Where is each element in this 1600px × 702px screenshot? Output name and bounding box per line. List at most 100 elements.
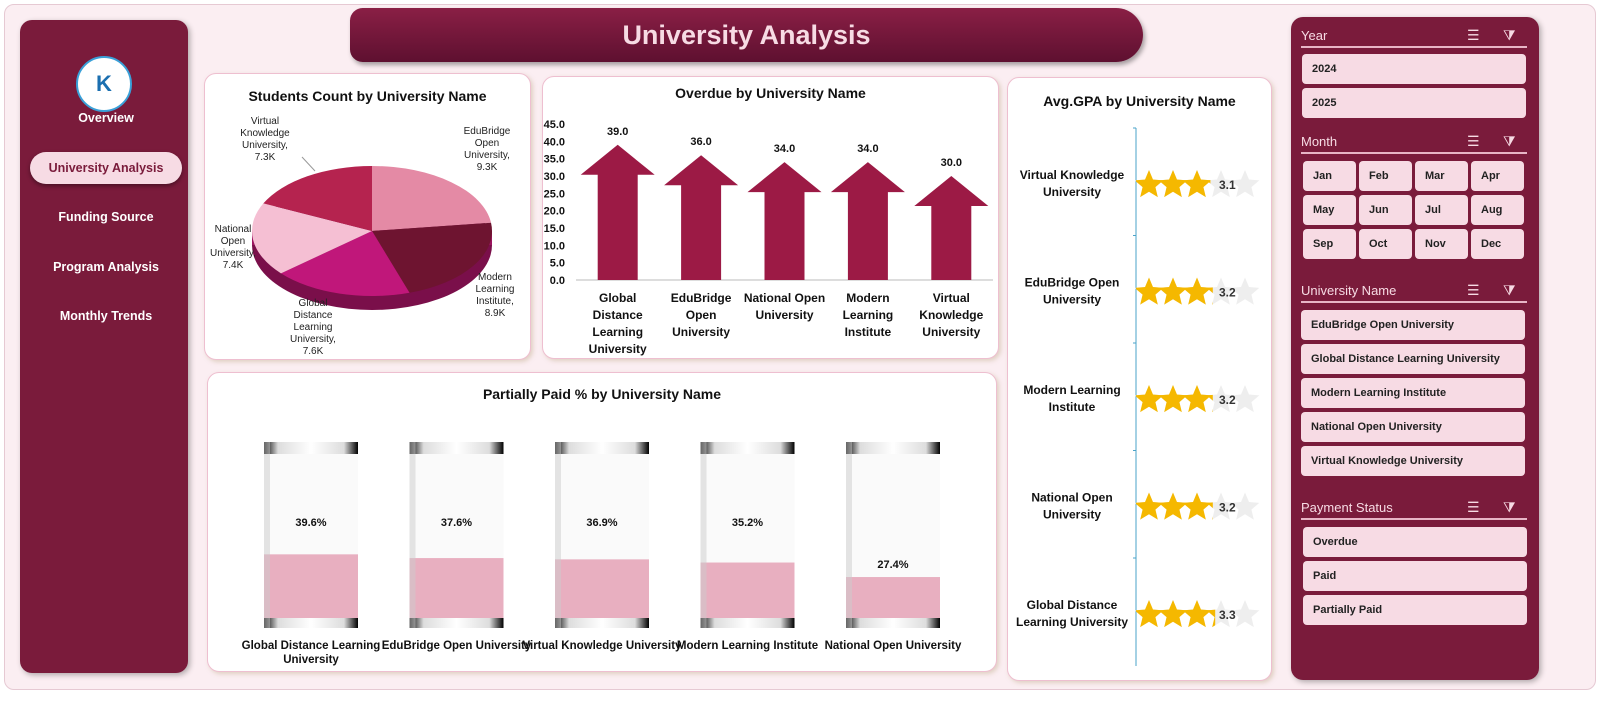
star-filled-icon bbox=[1158, 385, 1188, 413]
data-label: 3.1 bbox=[1219, 178, 1236, 192]
overdue-chart-card: Overdue by University Name 0.0 5.0 10.0 15.… bbox=[542, 76, 999, 359]
clear-filter-icon[interactable]: ⧩ bbox=[1503, 132, 1516, 149]
month-slicer-item[interactable]: Feb bbox=[1359, 161, 1412, 191]
overdue-arrow-bar[interactable] bbox=[664, 155, 739, 280]
data-label: 3.2 bbox=[1219, 286, 1236, 300]
data-label: 36.9% bbox=[586, 517, 617, 529]
multi-select-icon[interactable]: ☰ bbox=[1467, 281, 1480, 298]
clear-filter-icon[interactable]: ⧩ bbox=[1503, 281, 1516, 298]
month-slicer-item[interactable]: Jul bbox=[1415, 195, 1468, 225]
university-slicer-item[interactable]: Modern Learning Institute bbox=[1301, 378, 1525, 408]
partially-paid-bar[interactable] bbox=[409, 558, 504, 628]
gpa-chart: Virtual Knowledge University 3.1 EduBridge … bbox=[1016, 127, 1260, 666]
partially-paid-bar[interactable] bbox=[555, 559, 649, 628]
nav-program-analysis[interactable]: Program Analysis bbox=[53, 259, 159, 274]
pie-slice[interactable] bbox=[372, 166, 492, 231]
month-slicer-header: Month ☰ ⧩ bbox=[1301, 130, 1527, 154]
cylinder-top bbox=[409, 442, 504, 454]
partially-paid-bar[interactable] bbox=[264, 554, 358, 628]
y-tick-label: National Open University bbox=[1031, 491, 1112, 522]
y-tick-label: Modern Learning Institute bbox=[1023, 383, 1120, 414]
month-slicer-item[interactable]: Oct bbox=[1359, 229, 1412, 259]
x-tick-label: National Open University bbox=[825, 640, 962, 652]
clear-filter-icon[interactable]: ⧩ bbox=[1503, 26, 1516, 43]
university-slicer-item[interactable]: Virtual Knowledge University bbox=[1301, 446, 1525, 476]
star-empty-icon bbox=[1230, 385, 1260, 413]
month-slicer-item[interactable]: Jan bbox=[1303, 161, 1356, 191]
multi-select-icon[interactable]: ☰ bbox=[1467, 498, 1480, 515]
month-slicer-item[interactable]: Aug bbox=[1471, 195, 1524, 225]
star-filled-icon bbox=[1182, 492, 1212, 520]
cylinder-edge bbox=[555, 442, 561, 628]
payment-slicer-item[interactable]: Overdue bbox=[1303, 527, 1527, 557]
overdue-arrow-bar[interactable] bbox=[830, 162, 905, 280]
month-slicer-item[interactable]: Sep bbox=[1303, 229, 1356, 259]
data-label: 30.0 bbox=[941, 157, 962, 169]
y-tick-label: 10.0 bbox=[544, 240, 565, 252]
slicer-label: Payment Status bbox=[1301, 499, 1393, 515]
gpa-star-bar[interactable] bbox=[1135, 170, 1260, 198]
overdue-arrow-bar[interactable] bbox=[580, 144, 655, 280]
clear-filter-icon[interactable]: ⧩ bbox=[1503, 498, 1516, 515]
y-tick-label: 35.0 bbox=[544, 154, 565, 166]
month-slicer-item[interactable]: Mar bbox=[1415, 161, 1468, 191]
month-slicer-item[interactable]: Apr bbox=[1471, 161, 1524, 191]
pie-slice[interactable] bbox=[251, 203, 372, 274]
nav-monthly-trends[interactable]: Monthly Trends bbox=[59, 309, 153, 323]
gpa-star-bar[interactable] bbox=[1135, 600, 1260, 628]
star-filled-icon bbox=[1136, 600, 1164, 628]
data-label: 3.2 bbox=[1219, 501, 1236, 515]
university-slicer-item[interactable]: National Open University bbox=[1301, 412, 1525, 442]
star-empty-icon bbox=[1206, 385, 1236, 413]
star-filled-icon bbox=[1206, 609, 1216, 628]
pie-data-label: EduBridge Open University, 9.3K bbox=[464, 126, 511, 173]
partially-paid-bar[interactable] bbox=[700, 562, 795, 628]
overdue-chart: 0.0 5.0 10.0 15.0 20.0 25.0 30.0 35.0 40.0 45.0 39… bbox=[544, 119, 993, 356]
cylinder-base bbox=[846, 618, 940, 628]
overdue-arrow-bar[interactable] bbox=[747, 162, 822, 280]
star-empty-icon bbox=[1230, 492, 1260, 520]
year-slicer-item[interactable]: 2025 bbox=[1302, 88, 1526, 118]
cylinder-edge bbox=[700, 442, 707, 628]
month-slicer-item[interactable]: Dec bbox=[1471, 229, 1524, 259]
month-slicer-item[interactable]: May bbox=[1303, 195, 1356, 225]
pie-data-label: Global Distance Learning University, 7.6K bbox=[290, 298, 336, 357]
gpa-star-bar[interactable] bbox=[1135, 385, 1260, 413]
pie-slice[interactable] bbox=[372, 222, 492, 293]
nav-university-analysis[interactable]: University Analysis bbox=[30, 151, 182, 184]
month-slicer-item[interactable]: Nov bbox=[1415, 229, 1468, 259]
x-tick-label: Global Distance Learning University bbox=[589, 291, 647, 356]
nav-overview[interactable]: Overview bbox=[78, 111, 134, 125]
x-tick-label: EduBridge Open University bbox=[671, 291, 732, 339]
y-tick-label: 45.0 bbox=[544, 119, 565, 131]
university-slicer-item[interactable]: Global Distance Learning University bbox=[1301, 344, 1525, 374]
leader-line bbox=[301, 156, 316, 172]
university-slicer-item[interactable]: EduBridge Open University bbox=[1301, 310, 1525, 340]
gpa-star-bar[interactable] bbox=[1135, 277, 1260, 305]
star-filled-icon bbox=[1182, 385, 1212, 413]
university-slicer-header: University Name ☰ ⧩ bbox=[1301, 279, 1527, 303]
overdue-arrow-bar[interactable] bbox=[914, 176, 989, 280]
month-slicer-item[interactable]: Jun bbox=[1359, 195, 1412, 225]
y-tick-label: 15.0 bbox=[544, 223, 565, 235]
year-slicer-item[interactable]: 2024 bbox=[1302, 54, 1526, 84]
star-filled-icon bbox=[1158, 492, 1188, 520]
gpa-star-bar[interactable] bbox=[1135, 492, 1260, 520]
pie-slice[interactable] bbox=[263, 166, 372, 231]
data-label: 27.4% bbox=[877, 559, 908, 571]
gpa-chart-card: Avg.GPA by University Name Virtual Knowl… bbox=[1007, 77, 1272, 681]
data-label: 3.3 bbox=[1219, 608, 1236, 622]
students-pie-card: Students Count by University Name EduBri… bbox=[204, 73, 531, 360]
nav-funding-source[interactable]: Funding Source bbox=[58, 210, 154, 224]
multi-select-icon[interactable]: ☰ bbox=[1467, 132, 1480, 149]
y-tick-label: Global Distance Learning University bbox=[1016, 598, 1128, 629]
pie-slice[interactable] bbox=[280, 231, 410, 296]
data-label: 39.0 bbox=[607, 126, 628, 138]
partially-paid-card: Partially Paid % by University Name 39.6… bbox=[207, 372, 997, 672]
multi-select-icon[interactable]: ☰ bbox=[1467, 26, 1480, 43]
payment-slicer-item[interactable]: Paid bbox=[1303, 561, 1527, 591]
year-slicer-header: Year ☰ ⧩ bbox=[1301, 24, 1527, 48]
payment-slicer-item[interactable]: Partially Paid bbox=[1303, 595, 1527, 625]
chart-title: Avg.GPA by University Name bbox=[1043, 93, 1236, 109]
star-filled-icon bbox=[1206, 287, 1213, 305]
